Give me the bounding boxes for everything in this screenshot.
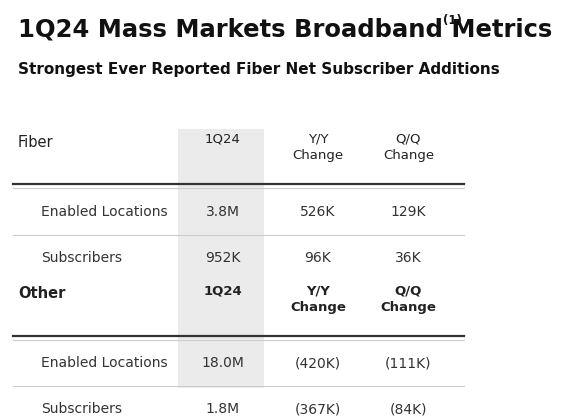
Text: (111K): (111K) (385, 356, 432, 370)
Text: 1Q24: 1Q24 (203, 284, 242, 297)
Text: Strongest Ever Reported Fiber Net Subscriber Additions: Strongest Ever Reported Fiber Net Subscr… (18, 62, 500, 77)
Text: Other: Other (18, 286, 66, 301)
Text: (367K): (367K) (295, 402, 341, 416)
Text: (1): (1) (443, 14, 462, 27)
Text: Enabled Locations: Enabled Locations (41, 356, 168, 370)
Text: 36K: 36K (395, 251, 421, 265)
Text: 1Q24: 1Q24 (205, 133, 240, 146)
Text: (84K): (84K) (390, 402, 427, 416)
Text: Q/Q
Change: Q/Q Change (381, 284, 436, 314)
Text: 129K: 129K (390, 204, 426, 219)
Text: Fiber: Fiber (18, 135, 53, 150)
Text: (420K): (420K) (295, 356, 341, 370)
Text: 526K: 526K (300, 204, 335, 219)
Text: Y/Y
Change: Y/Y Change (292, 133, 343, 162)
Text: 96K: 96K (304, 251, 331, 265)
Text: Enabled Locations: Enabled Locations (41, 204, 168, 219)
Text: 1Q24 Mass Markets Broadband Metrics: 1Q24 Mass Markets Broadband Metrics (18, 18, 553, 42)
Text: Subscribers: Subscribers (41, 402, 122, 416)
Text: Y/Y
Change: Y/Y Change (290, 284, 346, 314)
Text: 18.0M: 18.0M (201, 356, 244, 370)
Text: 1.8M: 1.8M (205, 402, 240, 416)
Text: Subscribers: Subscribers (41, 251, 122, 265)
Text: 952K: 952K (205, 251, 240, 265)
FancyBboxPatch shape (178, 129, 264, 417)
Text: 3.8M: 3.8M (206, 204, 240, 219)
Text: Q/Q
Change: Q/Q Change (383, 133, 434, 162)
